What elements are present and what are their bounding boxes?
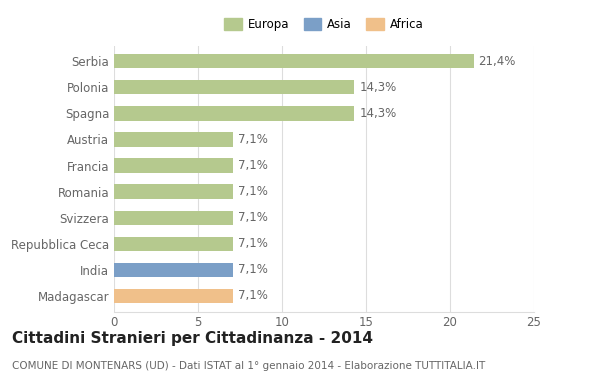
Bar: [114, 80, 354, 95]
Bar: [114, 237, 233, 251]
Bar: [114, 106, 354, 120]
Legend: Europa, Asia, Africa: Europa, Asia, Africa: [221, 14, 427, 34]
Bar: [114, 132, 233, 147]
Bar: [114, 211, 233, 225]
Text: 21,4%: 21,4%: [479, 55, 516, 68]
Text: 7,1%: 7,1%: [238, 133, 268, 146]
Bar: [114, 263, 233, 277]
Bar: [114, 289, 233, 303]
Text: 14,3%: 14,3%: [359, 107, 397, 120]
Bar: [114, 54, 473, 68]
Text: 14,3%: 14,3%: [359, 81, 397, 94]
Text: 7,1%: 7,1%: [238, 290, 268, 302]
Text: 7,1%: 7,1%: [238, 263, 268, 276]
Bar: [114, 184, 233, 199]
Bar: [114, 158, 233, 173]
Text: 7,1%: 7,1%: [238, 159, 268, 172]
Text: 7,1%: 7,1%: [238, 185, 268, 198]
Text: 7,1%: 7,1%: [238, 237, 268, 250]
Text: COMUNE DI MONTENARS (UD) - Dati ISTAT al 1° gennaio 2014 - Elaborazione TUTTITAL: COMUNE DI MONTENARS (UD) - Dati ISTAT al…: [12, 361, 485, 371]
Text: 7,1%: 7,1%: [238, 211, 268, 224]
Text: Cittadini Stranieri per Cittadinanza - 2014: Cittadini Stranieri per Cittadinanza - 2…: [12, 331, 373, 345]
